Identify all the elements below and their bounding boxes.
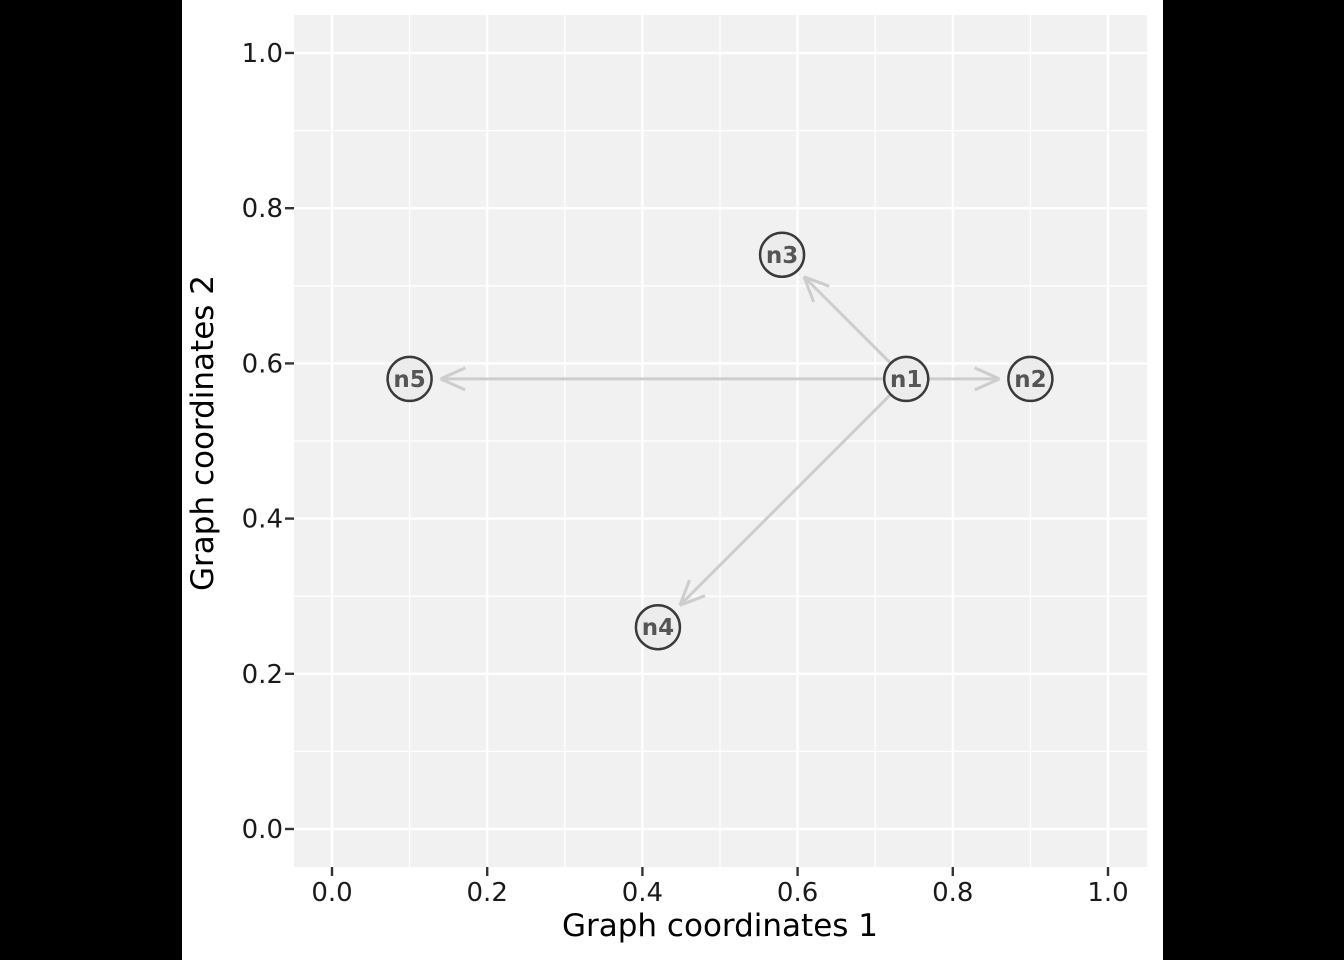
x-tick-label: 1.0 xyxy=(1087,878,1128,908)
arrowhead-icon xyxy=(974,366,1001,381)
gridlines-major xyxy=(294,15,1147,867)
node-n3: n3 xyxy=(758,231,806,279)
node-label-n4: n4 xyxy=(642,615,674,641)
node-label-n3: n3 xyxy=(766,243,798,269)
node-n1: n1 xyxy=(882,355,930,403)
arrowhead-icon xyxy=(439,366,466,381)
node-n5: n5 xyxy=(386,355,433,403)
graph-nodes: n1 n2 n3 n4 n5 xyxy=(386,231,1054,651)
arrowhead-icon xyxy=(803,275,830,288)
node-circle-n1 xyxy=(882,355,930,403)
node-circle-n5 xyxy=(386,355,433,403)
edge-shaft xyxy=(802,275,908,380)
edge-n1-n4 xyxy=(678,377,908,607)
x-axis-tick-labels: 0.0 0.2 0.4 0.6 0.8 1.0 xyxy=(311,878,1128,908)
edge-n1-n3 xyxy=(802,275,908,380)
node-label-n1: n1 xyxy=(890,367,922,393)
arrowhead-icon xyxy=(678,579,691,606)
x-tick-label: 0.8 xyxy=(932,878,973,908)
y-tick-label: 0.0 xyxy=(242,815,283,845)
x-tick-label: 0.2 xyxy=(467,878,508,908)
edge-shaft xyxy=(678,377,908,607)
gridlines-minor xyxy=(294,15,1147,867)
arrowhead-icon xyxy=(974,377,1001,392)
arrowhead-icon xyxy=(439,377,466,392)
node-label-n2: n2 xyxy=(1014,367,1046,393)
node-circle-n3 xyxy=(758,231,806,279)
node-label-n5: n5 xyxy=(393,367,425,393)
arrowhead-icon xyxy=(802,276,816,303)
y-tick-label: 0.2 xyxy=(242,660,283,690)
y-axis-tick-labels: 0.0 0.2 0.4 0.6 0.8 1.0 xyxy=(242,39,283,845)
node-n2: n2 xyxy=(1007,355,1054,403)
arrowhead-icon xyxy=(679,594,706,607)
node-circle-n4 xyxy=(634,603,682,651)
y-tick-label: 0.4 xyxy=(242,505,283,535)
y-tick-label: 0.6 xyxy=(242,349,283,379)
axis-tick-marks xyxy=(285,51,1110,876)
graph-edges xyxy=(439,275,1001,607)
x-tick-label: 0.0 xyxy=(311,878,352,908)
y-tick-label: 0.8 xyxy=(242,194,283,224)
x-tick-label: 0.6 xyxy=(777,878,818,908)
node-n4: n4 xyxy=(634,603,682,651)
node-circle-n2 xyxy=(1007,355,1054,403)
edge-n1-n5 xyxy=(439,366,907,392)
x-tick-label: 0.4 xyxy=(622,878,663,908)
x-axis-title: Graph coordinates 1 xyxy=(562,908,878,944)
y-axis-title: Graph coordinates 2 xyxy=(185,275,221,591)
y-tick-label: 1.0 xyxy=(242,39,283,69)
